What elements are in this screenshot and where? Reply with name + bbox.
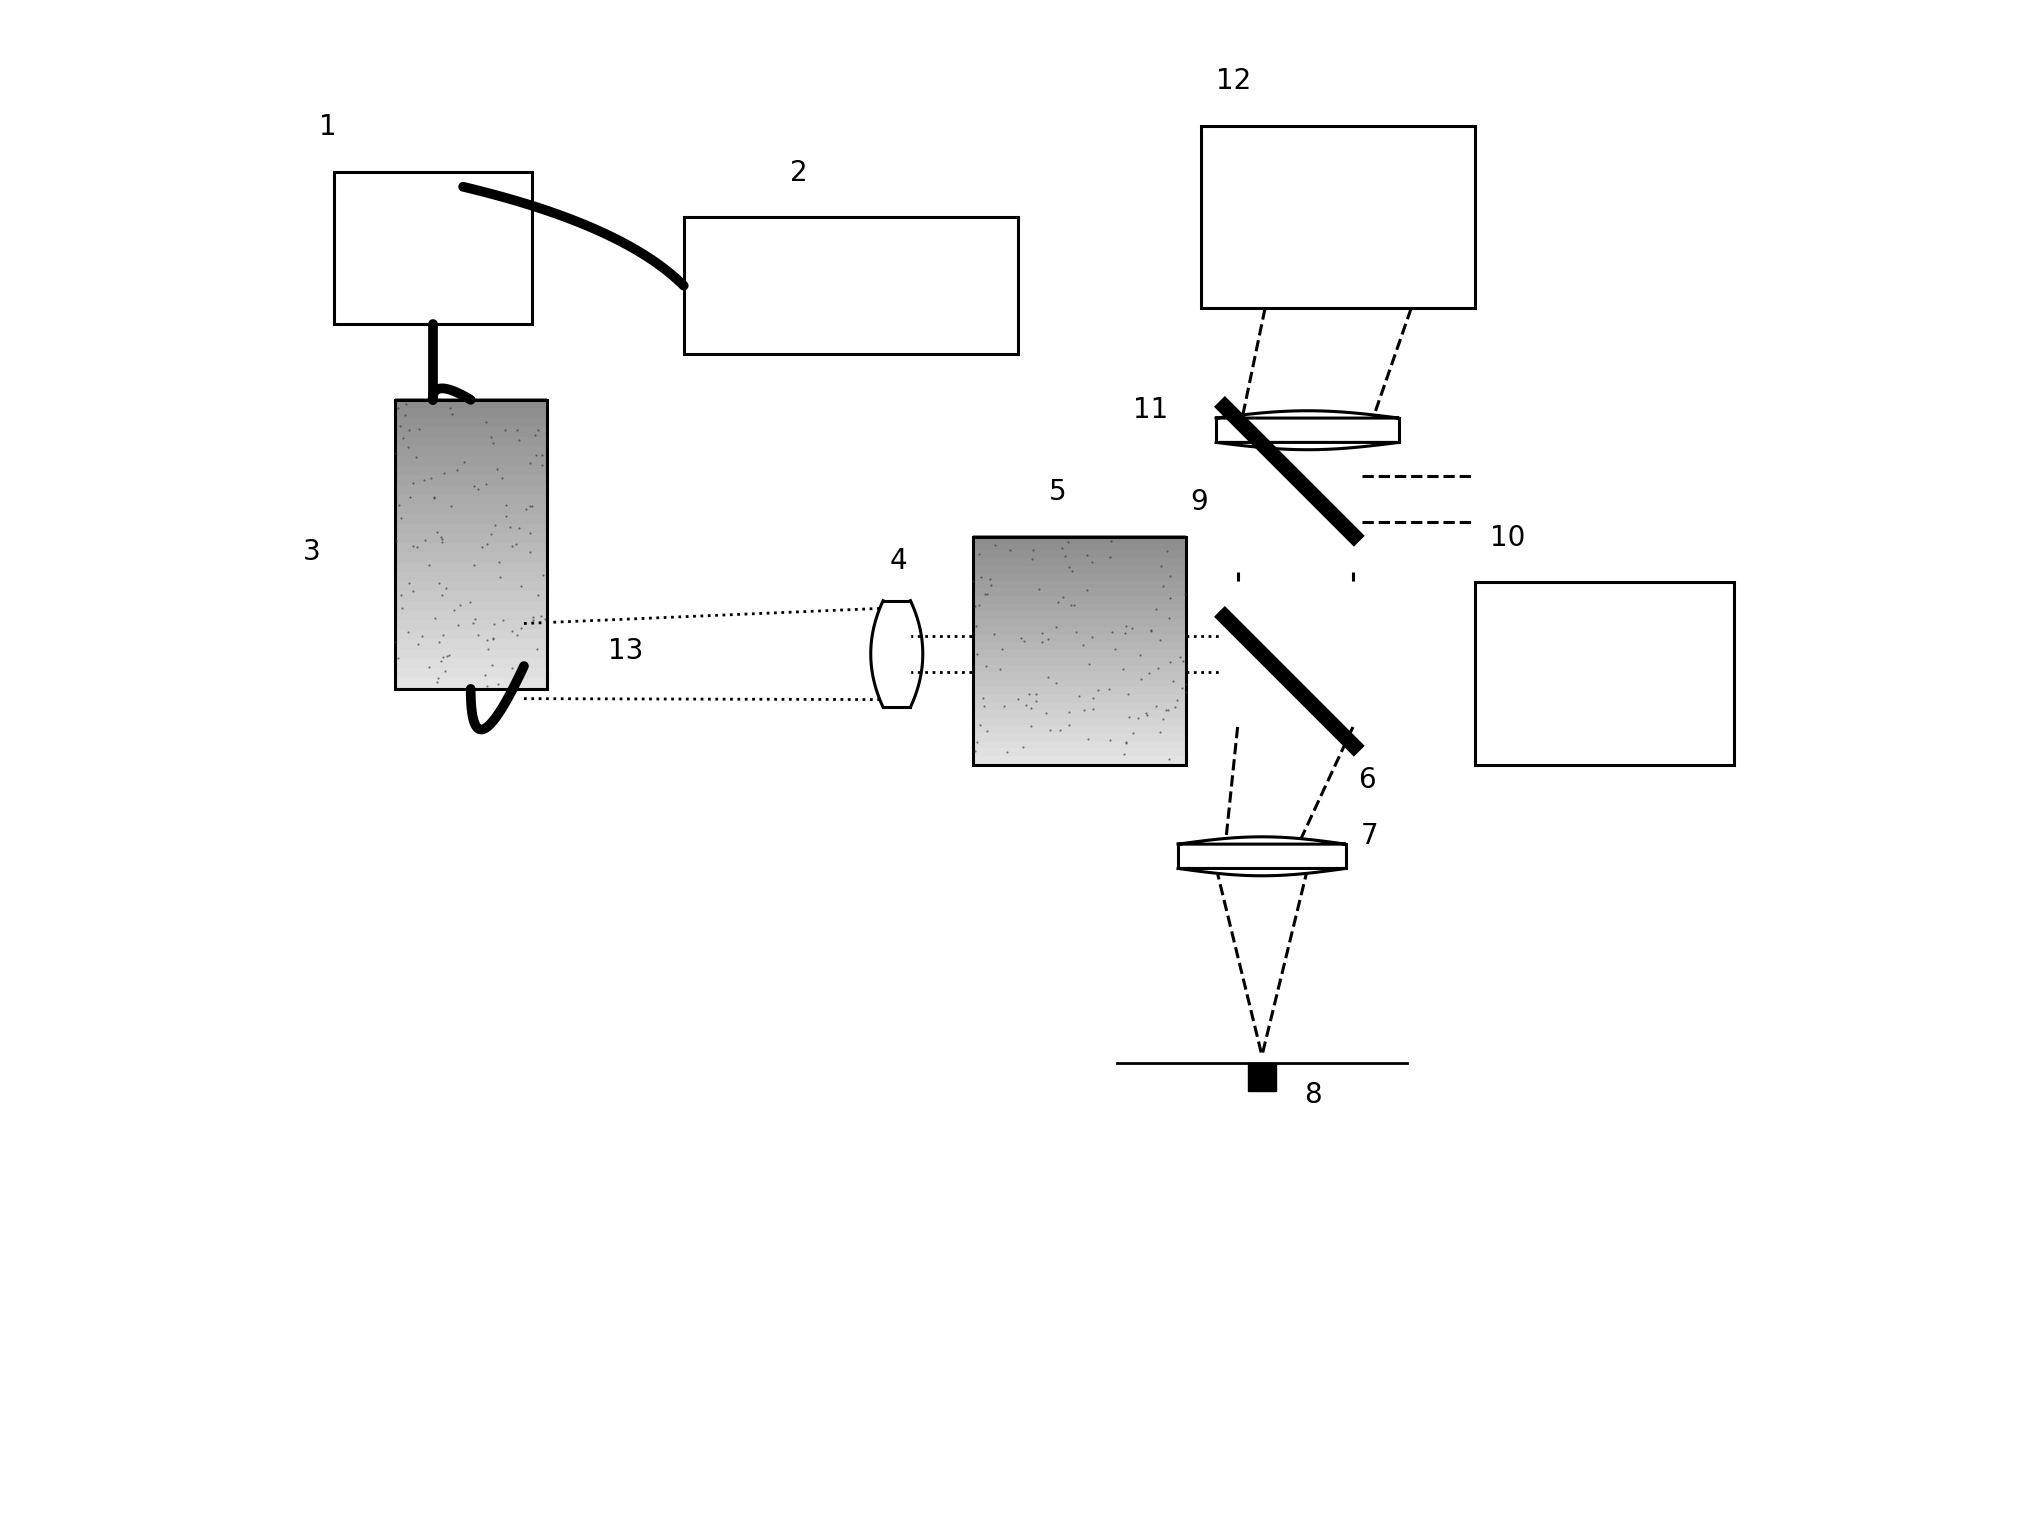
Bar (395, 427, 546, 439)
Bar (395, 398, 546, 410)
Bar (395, 409, 546, 419)
Bar (974, 604, 1186, 614)
Bar (974, 620, 1186, 627)
Bar (1475, 583, 1733, 765)
Bar (395, 678, 546, 688)
Bar (974, 718, 1186, 727)
Text: 13: 13 (607, 636, 644, 666)
Bar (974, 581, 1186, 591)
Text: 5: 5 (1049, 479, 1067, 506)
Bar (974, 733, 1186, 742)
Bar (395, 494, 546, 506)
Text: 9: 9 (1190, 488, 1208, 516)
Text: 6: 6 (1359, 767, 1375, 794)
Bar (395, 601, 546, 612)
Bar (974, 687, 1186, 696)
Bar (395, 591, 546, 603)
Bar (395, 532, 546, 545)
Text: 1: 1 (318, 113, 336, 141)
Bar (395, 523, 546, 534)
Bar (395, 399, 546, 688)
Bar (395, 629, 546, 641)
Text: 3: 3 (304, 539, 322, 566)
Bar (974, 641, 1186, 650)
Bar (684, 217, 1018, 353)
Bar (974, 633, 1186, 643)
Bar (395, 465, 546, 477)
Polygon shape (1249, 1063, 1275, 1091)
Bar (395, 447, 546, 457)
Bar (395, 610, 546, 621)
Text: 10: 10 (1491, 523, 1526, 552)
Bar (395, 620, 546, 630)
Bar (334, 171, 532, 324)
Bar (974, 741, 1186, 750)
Bar (974, 664, 1186, 673)
Bar (1202, 125, 1475, 309)
Text: 4: 4 (890, 546, 906, 575)
Bar (974, 558, 1186, 568)
Bar (395, 514, 546, 525)
Text: 12: 12 (1216, 67, 1251, 95)
Bar (395, 572, 546, 583)
Bar (974, 612, 1186, 621)
Bar (395, 658, 546, 670)
Text: 2: 2 (790, 159, 809, 187)
Polygon shape (1216, 410, 1399, 450)
Bar (974, 566, 1186, 575)
Bar (395, 581, 546, 592)
Bar (974, 626, 1186, 635)
Text: 11: 11 (1133, 396, 1167, 424)
Bar (974, 725, 1186, 734)
Bar (395, 456, 546, 467)
Bar (974, 543, 1186, 552)
Bar (395, 640, 546, 650)
Bar (974, 748, 1186, 757)
Bar (395, 438, 546, 448)
Bar (395, 485, 546, 496)
Bar (395, 669, 546, 679)
Bar (395, 552, 546, 563)
Bar (395, 543, 546, 554)
Bar (974, 574, 1186, 583)
Text: 8: 8 (1304, 1082, 1322, 1109)
Bar (974, 656, 1186, 666)
Bar (974, 702, 1186, 711)
Bar (395, 418, 546, 428)
Polygon shape (1177, 837, 1346, 875)
Bar (395, 649, 546, 659)
Bar (974, 710, 1186, 719)
Bar (395, 505, 546, 516)
Polygon shape (884, 601, 911, 707)
Bar (974, 649, 1186, 658)
Bar (974, 597, 1186, 606)
Bar (395, 476, 546, 487)
Bar (974, 695, 1186, 704)
Bar (974, 672, 1186, 681)
Text: 7: 7 (1361, 822, 1379, 851)
Bar (974, 589, 1186, 598)
Bar (974, 756, 1186, 765)
Bar (974, 537, 1186, 765)
Bar (974, 679, 1186, 689)
Bar (395, 562, 546, 574)
Bar (974, 536, 1186, 545)
Bar (974, 551, 1186, 560)
